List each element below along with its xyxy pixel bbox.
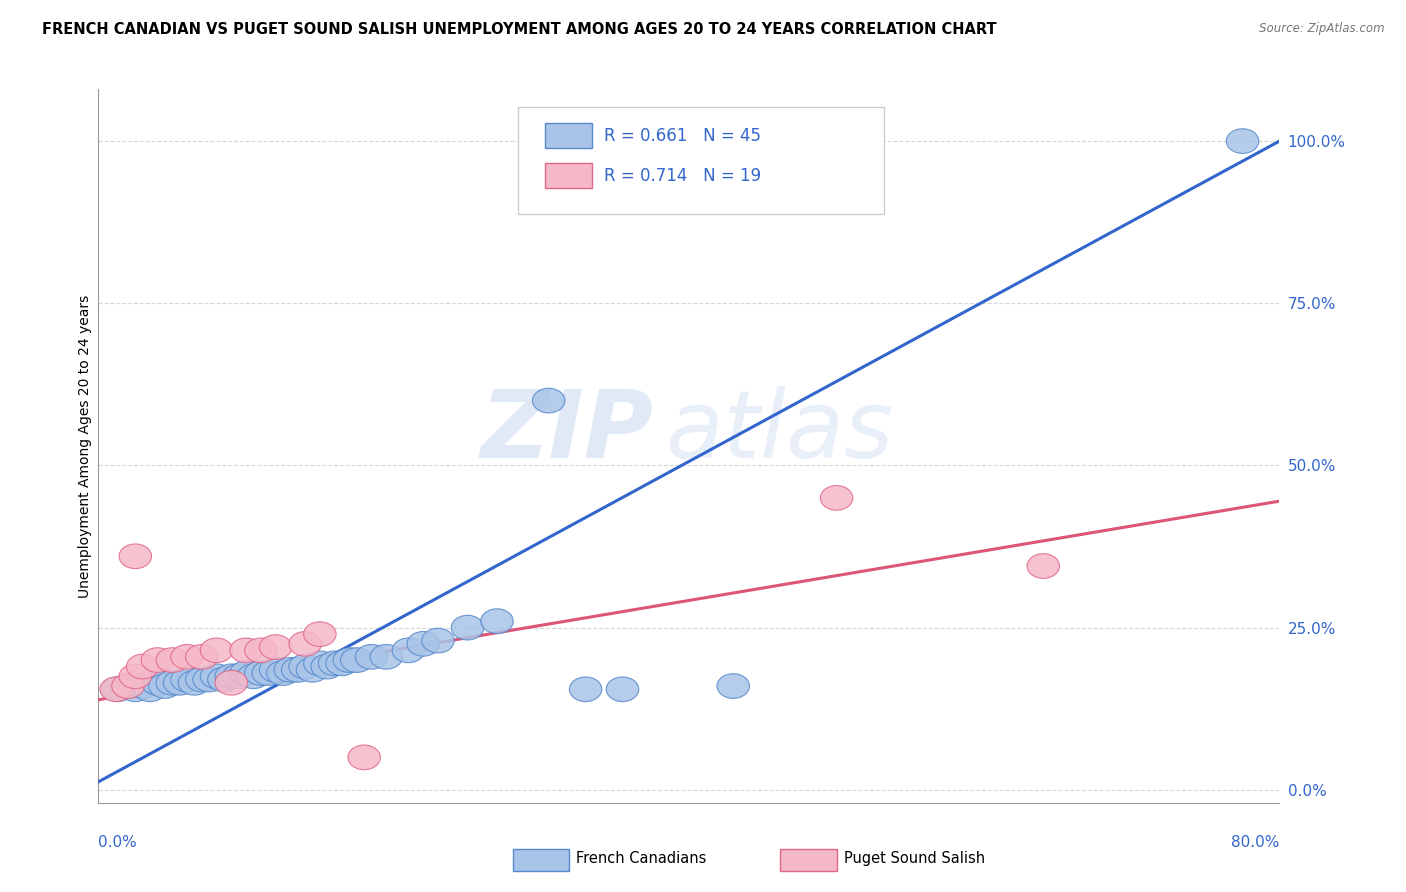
Ellipse shape: [304, 651, 336, 675]
Ellipse shape: [200, 638, 233, 663]
Ellipse shape: [127, 654, 159, 679]
Text: Puget Sound Salish: Puget Sound Salish: [844, 851, 984, 865]
Ellipse shape: [297, 657, 329, 682]
Ellipse shape: [149, 673, 181, 698]
Ellipse shape: [356, 645, 388, 669]
Ellipse shape: [100, 677, 132, 702]
Text: R = 0.661   N = 45: R = 0.661 N = 45: [605, 127, 761, 145]
Ellipse shape: [245, 638, 277, 663]
Ellipse shape: [481, 609, 513, 633]
Ellipse shape: [111, 673, 145, 698]
Ellipse shape: [311, 654, 343, 679]
Ellipse shape: [156, 671, 188, 695]
Ellipse shape: [1026, 554, 1060, 578]
Ellipse shape: [340, 648, 373, 673]
Text: French Canadians: French Canadians: [576, 851, 707, 865]
Ellipse shape: [141, 671, 174, 695]
Ellipse shape: [370, 645, 402, 669]
Ellipse shape: [111, 673, 145, 698]
Ellipse shape: [406, 632, 440, 657]
Ellipse shape: [170, 667, 204, 692]
Text: Source: ZipAtlas.com: Source: ZipAtlas.com: [1260, 22, 1385, 36]
Ellipse shape: [347, 745, 381, 770]
Ellipse shape: [304, 622, 336, 647]
Ellipse shape: [208, 667, 240, 692]
FancyBboxPatch shape: [546, 123, 592, 148]
Ellipse shape: [1226, 128, 1258, 153]
Ellipse shape: [422, 628, 454, 653]
Ellipse shape: [170, 645, 204, 669]
Ellipse shape: [215, 671, 247, 695]
Ellipse shape: [606, 677, 638, 702]
Text: ZIP: ZIP: [481, 385, 654, 478]
Ellipse shape: [120, 544, 152, 568]
Ellipse shape: [229, 661, 263, 685]
Ellipse shape: [200, 664, 233, 689]
Text: 0.0%: 0.0%: [98, 836, 138, 850]
Ellipse shape: [259, 635, 292, 659]
Ellipse shape: [274, 657, 307, 682]
Ellipse shape: [392, 638, 425, 663]
Ellipse shape: [267, 661, 299, 685]
Text: FRENCH CANADIAN VS PUGET SOUND SALISH UNEMPLOYMENT AMONG AGES 20 TO 24 YEARS COR: FRENCH CANADIAN VS PUGET SOUND SALISH UN…: [42, 22, 997, 37]
Y-axis label: Unemployment Among Ages 20 to 24 years: Unemployment Among Ages 20 to 24 years: [77, 294, 91, 598]
Ellipse shape: [281, 657, 314, 682]
Ellipse shape: [229, 638, 263, 663]
Ellipse shape: [215, 664, 247, 689]
FancyBboxPatch shape: [517, 107, 884, 214]
Ellipse shape: [238, 664, 270, 689]
Ellipse shape: [318, 651, 352, 675]
FancyBboxPatch shape: [546, 163, 592, 187]
Text: 80.0%: 80.0%: [1232, 836, 1279, 850]
Ellipse shape: [533, 388, 565, 413]
Text: R = 0.714   N = 19: R = 0.714 N = 19: [605, 167, 761, 185]
Ellipse shape: [222, 664, 254, 689]
Ellipse shape: [193, 667, 225, 692]
Ellipse shape: [820, 485, 853, 510]
Ellipse shape: [451, 615, 484, 640]
Ellipse shape: [127, 673, 159, 698]
Ellipse shape: [156, 648, 188, 673]
Ellipse shape: [134, 677, 166, 702]
Ellipse shape: [288, 632, 322, 657]
Ellipse shape: [163, 671, 195, 695]
Ellipse shape: [101, 677, 134, 702]
Ellipse shape: [569, 677, 602, 702]
Ellipse shape: [120, 664, 152, 689]
Ellipse shape: [326, 651, 359, 675]
Text: atlas: atlas: [665, 386, 894, 477]
Ellipse shape: [179, 671, 211, 695]
Ellipse shape: [717, 673, 749, 698]
Ellipse shape: [245, 661, 277, 685]
Ellipse shape: [259, 657, 292, 682]
Ellipse shape: [120, 677, 152, 702]
Ellipse shape: [141, 648, 174, 673]
Ellipse shape: [186, 667, 218, 692]
Ellipse shape: [288, 654, 322, 679]
Ellipse shape: [252, 661, 284, 685]
Ellipse shape: [186, 645, 218, 669]
Ellipse shape: [333, 648, 366, 673]
